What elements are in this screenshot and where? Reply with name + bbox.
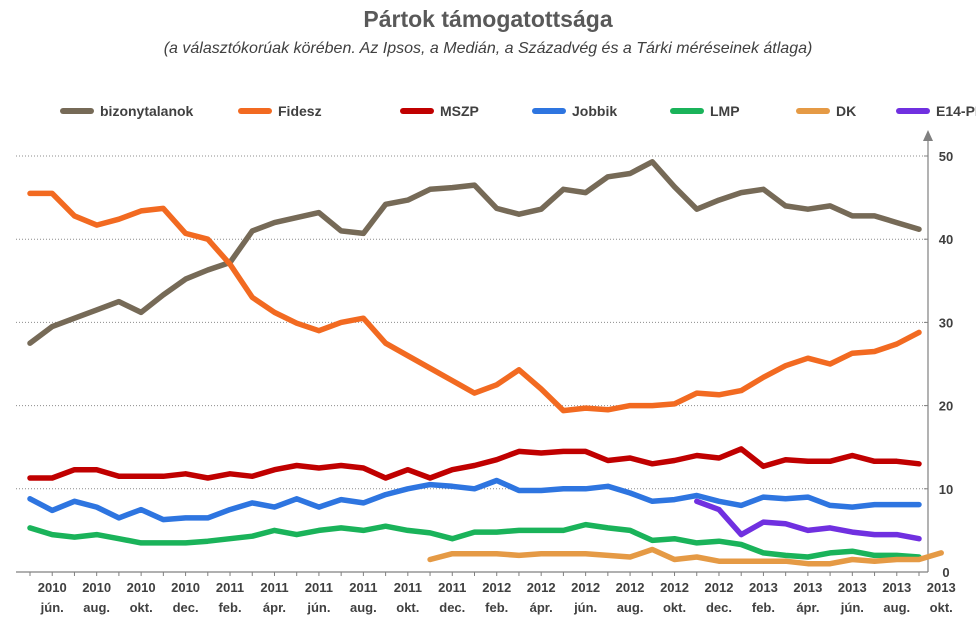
- x-tick-year: 2011: [260, 580, 288, 595]
- series-line-bizonytalanok: [27, 159, 922, 346]
- legend-item: DK: [796, 103, 856, 119]
- legend-swatch: [60, 108, 94, 114]
- x-tick-month: dec.: [439, 600, 465, 615]
- legend-swatch: [238, 108, 272, 114]
- x-tick-month: aug.: [83, 600, 110, 615]
- series-lines: [27, 159, 944, 567]
- x-tick-year: 2010: [127, 580, 156, 595]
- x-tick-month: jún.: [306, 600, 330, 615]
- legend-label: LMP: [710, 103, 740, 119]
- legend-item: bizonytalanok: [60, 103, 193, 119]
- legend-item: E14-PM: [896, 103, 976, 119]
- x-tick-month: ápr.: [796, 600, 819, 615]
- x-tick-year: 2013: [838, 580, 867, 595]
- y-axis-arrow: [923, 130, 933, 141]
- x-tick-year: 2012: [660, 580, 689, 595]
- y-tick-label: 30: [939, 315, 953, 330]
- x-tick-year: 2013: [882, 580, 911, 595]
- x-tick-month: ápr.: [263, 600, 286, 615]
- series-line-lmp: [27, 521, 922, 560]
- x-tick-month: jún.: [40, 600, 64, 615]
- y-tick-label: 10: [939, 482, 953, 497]
- x-tick-year: 2010: [82, 580, 111, 595]
- legend-item: MSZP: [400, 103, 479, 119]
- legend-label: E14-PM: [936, 103, 976, 119]
- y-tick-label: 50: [939, 149, 953, 164]
- series-line-dk: [427, 546, 944, 567]
- chart-legend: bizonytalanok Fidesz MSZP Jobbik LMP DK E14-PM: [60, 103, 976, 123]
- x-tick-year: 2013: [749, 580, 778, 595]
- x-tick-month: ápr.: [530, 600, 553, 615]
- x-tick-month: aug.: [617, 600, 644, 615]
- legend-label: bizonytalanok: [100, 103, 194, 119]
- legend-label: Fidesz: [278, 103, 322, 119]
- x-tick-year: 2012: [527, 580, 556, 595]
- chart-title: Pártok támogatottsága: [363, 6, 613, 32]
- legend-swatch: [532, 108, 566, 114]
- y-tick-label: 40: [939, 232, 953, 247]
- x-tick-year: 2011: [216, 580, 244, 595]
- x-tick-month: okt.: [663, 600, 686, 615]
- x-tick-month: feb.: [752, 600, 775, 615]
- series-line-mszp: [27, 446, 922, 481]
- legend-item: LMP: [670, 103, 740, 119]
- legend-label: Jobbik: [572, 103, 618, 119]
- x-tick-month: okt.: [130, 600, 153, 615]
- y-tick-label: 20: [939, 399, 953, 414]
- x-tick-year: 2011: [438, 580, 466, 595]
- x-tick-year: 2013: [793, 580, 822, 595]
- series-line-jobbik: [27, 477, 922, 523]
- axis-labels: 0 10 20 30 40 50 2010 jún. 2010 aug. 2010 okt. 2010 d…: [38, 149, 956, 615]
- x-tick-year: 2010: [171, 580, 200, 595]
- legend-swatch: [796, 108, 830, 114]
- series-line-fidesz: [27, 190, 922, 414]
- x-tick-year: 2012: [482, 580, 511, 595]
- x-tick-month: okt.: [396, 600, 419, 615]
- x-tick-month: aug.: [883, 600, 910, 615]
- legend-item: Fidesz: [238, 103, 322, 119]
- legend-label: DK: [836, 103, 857, 119]
- x-tick-month: dec.: [706, 600, 732, 615]
- x-tick-month: aug.: [350, 600, 377, 615]
- legend-swatch: [400, 108, 434, 114]
- x-tick-year: 2011: [349, 580, 377, 595]
- x-tick-year: 2012: [705, 580, 734, 595]
- x-tick-month: jún.: [573, 600, 597, 615]
- x-tick-year: 2013: [927, 580, 956, 595]
- x-tick-month: okt.: [930, 600, 953, 615]
- legend-swatch: [670, 108, 704, 114]
- y-tick-label: 0: [942, 565, 949, 580]
- x-tick-year: 2011: [305, 580, 333, 595]
- chart-subtitle: (a választókorúak körében. Az Ipsos, a M…: [163, 40, 813, 57]
- x-tick-year: 2011: [394, 580, 422, 595]
- x-tick-month: dec.: [173, 600, 199, 615]
- x-tick-year: 2012: [571, 580, 600, 595]
- legend-label: MSZP: [440, 103, 479, 119]
- x-tick-year: 2010: [38, 580, 67, 595]
- axes: [16, 130, 933, 576]
- series-line-e14-pm: [694, 498, 922, 542]
- x-tick-month: jún.: [840, 600, 864, 615]
- x-tick-year: 2012: [616, 580, 645, 595]
- x-tick-month: feb.: [485, 600, 508, 615]
- x-tick-month: feb.: [218, 600, 241, 615]
- legend-item: Jobbik: [532, 103, 617, 119]
- legend-swatch: [896, 108, 930, 114]
